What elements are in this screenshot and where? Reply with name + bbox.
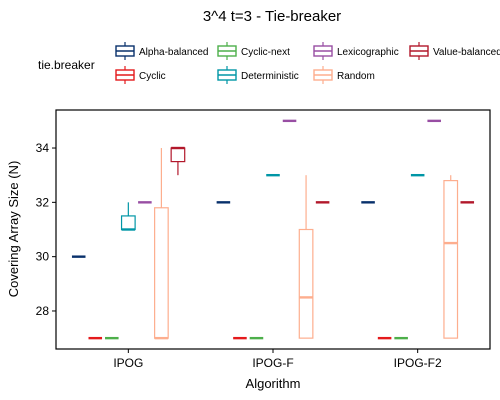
chart-title: 3^4 t=3 - Tie-breaker	[203, 8, 341, 25]
legend-label: Value-balanced	[433, 47, 500, 58]
legend-item-deterministic: Deterministic	[217, 66, 299, 84]
x-tick-label: IPOG-F2	[394, 356, 442, 370]
legend: tie.breaker Alpha-balanced Cyclic Cyclic-ne…	[38, 42, 500, 84]
y-tick-label: 28	[36, 304, 50, 318]
y-tick-label: 32	[36, 195, 50, 209]
legend-label: Random	[337, 71, 375, 82]
legend-label: Cyclic-next	[241, 47, 290, 58]
box-body	[154, 207, 169, 339]
legend-label: Cyclic	[139, 71, 166, 82]
legend-label: Lexicographic	[337, 47, 399, 58]
legend-item-lexicographic: Lexicographic	[313, 42, 399, 60]
x-tick-label: IPOG	[113, 356, 143, 370]
legend-item-random: Random	[313, 66, 375, 84]
legend-label: Deterministic	[241, 71, 299, 82]
box-value-balanced-ipog	[170, 146, 186, 176]
box-body	[298, 228, 314, 339]
plot-marks	[71, 119, 475, 340]
y-axis: 28 30 32 34	[36, 141, 56, 318]
box-random-ipog	[154, 148, 169, 340]
legend-item-value-balanced: Value-balanced	[409, 42, 500, 60]
legend-item-cyclic-next: Cyclic-next	[217, 42, 290, 60]
y-tick-label: 30	[36, 250, 50, 264]
box-random-ipog-f2	[443, 175, 459, 339]
x-axis: IPOG IPOG-F IPOG-F2	[113, 349, 442, 370]
box-deterministic-ipog	[120, 202, 136, 231]
legend-title: tie.breaker	[38, 58, 95, 72]
box-body	[443, 180, 459, 339]
box-body	[170, 147, 186, 163]
y-axis-title: Covering Array Size (N)	[6, 161, 21, 298]
x-axis-title: Algorithm	[246, 376, 301, 391]
box-random-ipog-f	[298, 175, 314, 339]
legend-item-cyclic: Cyclic	[115, 66, 166, 84]
legend-label: Alpha-balanced	[139, 47, 209, 58]
legend-item-alpha-balanced: Alpha-balanced	[115, 42, 209, 60]
y-tick-label: 34	[36, 141, 50, 155]
box-body	[120, 215, 136, 231]
x-tick-label: IPOG-F	[252, 356, 293, 370]
